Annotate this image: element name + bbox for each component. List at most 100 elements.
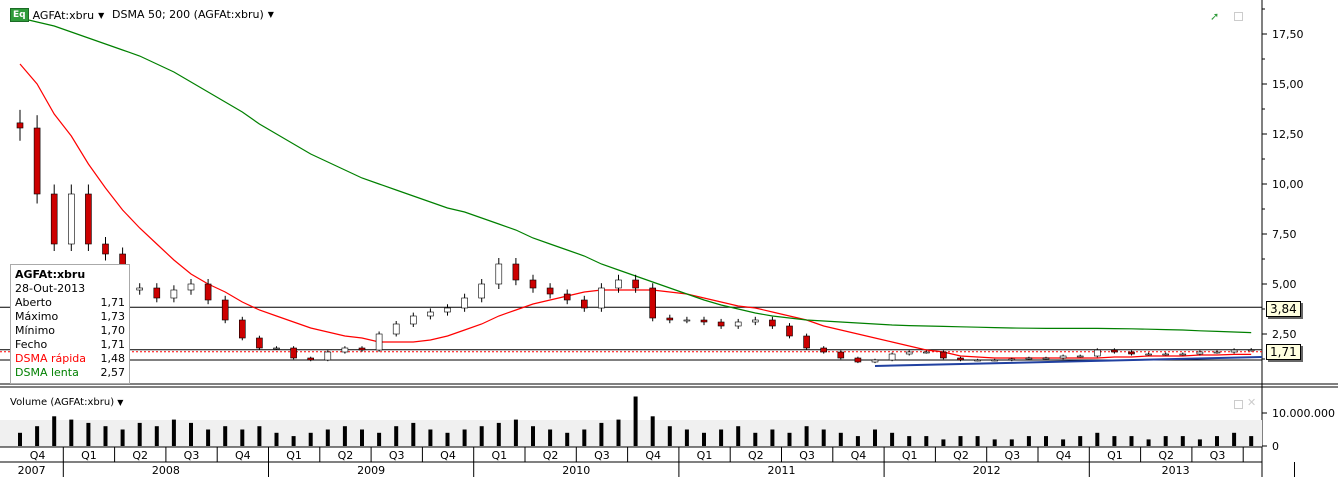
volume-bar (924, 436, 929, 446)
volume-bar (171, 419, 176, 446)
close-icon[interactable]: ✕ (1247, 396, 1257, 409)
volume-bar (462, 429, 467, 446)
year-label: 2011 (768, 464, 796, 477)
chevron-down-icon: ▼ (98, 10, 105, 20)
candle-body (1042, 357, 1050, 360)
volume-bar (1163, 436, 1168, 446)
tooltip-label: Aberto (15, 296, 52, 309)
maximize-icon[interactable] (1234, 12, 1243, 21)
tooltip-label: DSMA rápida (15, 352, 86, 365)
chevron-down-icon: ▼ (267, 10, 274, 19)
candle-body (957, 357, 964, 361)
candle-body (888, 353, 896, 361)
volume-bar (941, 439, 946, 446)
quarter-label: Q4 (440, 449, 456, 462)
volume-bar (907, 436, 912, 446)
candle-body (683, 319, 691, 322)
quarter-label: Q3 (1210, 449, 1226, 462)
volume-bar (1129, 436, 1134, 446)
candle-body (392, 323, 400, 335)
quarter-label: Q2 (953, 449, 969, 462)
candle-body (427, 311, 434, 317)
candle-body (239, 319, 246, 339)
candle-body (854, 357, 862, 363)
tooltip-date: 28-Out-2013 (15, 282, 86, 295)
volume-bar (69, 419, 74, 446)
volume-bar (736, 426, 741, 446)
indicator-selector[interactable]: DSMA 50; 200 (AGFAt:xbru) ▼ (112, 8, 274, 21)
candle-body (1179, 353, 1187, 356)
candle-body (871, 359, 879, 363)
volume-bar (958, 436, 963, 446)
quarter-label: Q4 (851, 449, 867, 462)
quarter-label: Q2 (543, 449, 559, 462)
quarter-label: Q4 (235, 449, 251, 462)
y-tick-label: 7,50 (1272, 228, 1297, 241)
candle-body (649, 287, 657, 319)
candle-body (598, 287, 605, 309)
volume-bar (1232, 432, 1237, 446)
volume-bar (52, 416, 57, 446)
y-tick-label: 10,00 (1272, 178, 1304, 191)
volume-bar (325, 429, 330, 446)
quarter-label: Q4 (30, 449, 46, 462)
volume-bar (992, 439, 997, 446)
volume-bar (548, 429, 553, 446)
candle-body (170, 289, 178, 299)
volume-bar (1197, 439, 1202, 446)
price-panel (0, 0, 1338, 384)
volume-bar (154, 426, 159, 446)
trend-icon[interactable]: ➚ (1210, 10, 1220, 23)
candle-body (1128, 351, 1135, 355)
quarter-label: Q3 (799, 449, 815, 462)
tooltip-value: 2,57 (100, 366, 126, 379)
volume-bar (633, 396, 638, 446)
quarter-label: Q1 (286, 449, 302, 462)
volume-bar (513, 419, 518, 446)
volume-bar (1095, 432, 1100, 446)
volume-bar (821, 429, 826, 446)
volume-bar (804, 426, 809, 446)
volume-bar (1026, 436, 1031, 446)
candle-body (940, 351, 947, 359)
candle-body (751, 319, 759, 323)
level-tag: 3,84 (1266, 301, 1301, 317)
chevron-down-icon: ▼ (117, 398, 124, 407)
candle-body (341, 347, 349, 353)
volume-bar (377, 432, 382, 446)
volume-bar (565, 432, 570, 446)
quarter-label: Q3 (594, 449, 610, 462)
candle-body (324, 351, 332, 361)
quarter-label: Q4 (1056, 449, 1072, 462)
volume-label: Volume (AGFAt:xbru) (10, 397, 115, 408)
volume-bar (428, 429, 433, 446)
volume-bar (855, 436, 860, 446)
candle-body (563, 293, 571, 301)
y-tick-label: 2,50 (1272, 328, 1297, 341)
candle-body (666, 317, 674, 321)
volume-bar (650, 416, 655, 446)
candle-body (1059, 355, 1067, 359)
candle-body (837, 351, 845, 359)
candle-body (409, 315, 417, 325)
volume-bar (206, 429, 211, 446)
volume-selector[interactable]: Volume (AGFAt:xbru) ▼ (10, 397, 123, 408)
volume-bar (189, 422, 193, 446)
year-label: 2008 (152, 464, 180, 477)
maximize-icon[interactable] (1234, 400, 1243, 409)
symbol-selector[interactable]: Eq AGFAt:xbru ▼ (10, 8, 104, 22)
candle-body (1230, 349, 1238, 353)
tooltip-label: Mínimo (15, 324, 56, 337)
trend-line (874, 356, 1263, 367)
volume-bar (684, 429, 689, 446)
volume-bar (890, 432, 895, 446)
volume-bar (342, 426, 347, 446)
candle-body (495, 263, 503, 285)
candle-body (204, 283, 212, 301)
volume-bar (873, 429, 877, 446)
candle-body (256, 337, 263, 349)
candle-body (1076, 355, 1084, 358)
y-tick-label: 12,50 (1272, 128, 1304, 141)
quarter-label: Q3 (389, 449, 405, 462)
